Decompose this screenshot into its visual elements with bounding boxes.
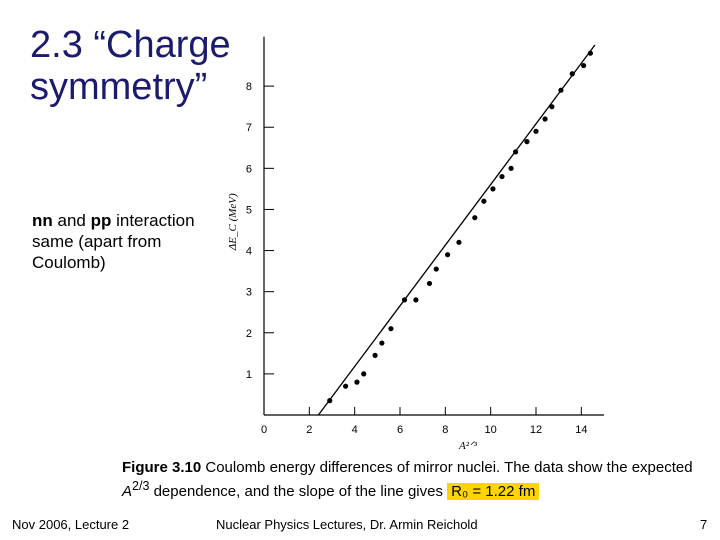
- figure-label: Figure 3.10: [122, 459, 202, 476]
- data-point-8: [413, 297, 419, 303]
- data-point-20: [533, 128, 539, 134]
- x-tick-label-4: 4: [352, 424, 358, 436]
- x-tick-label-10: 10: [485, 424, 497, 436]
- slide-title: 2.3 “Charge symmetry”: [30, 24, 231, 108]
- caption-text-2: dependence, and the slope of the line gi…: [149, 483, 448, 500]
- x-tick-label-14: 14: [575, 424, 587, 436]
- x-axis-label: A²ᐟ³: [458, 440, 478, 452]
- bullet-bold-nn: nn: [32, 211, 53, 230]
- data-point-2: [354, 379, 360, 385]
- caption-exponent: 2/3: [132, 479, 150, 493]
- y-axis-label: ΔE_C (MeV): [227, 193, 239, 251]
- data-point-11: [445, 252, 451, 258]
- caption-highlight: R₀ = 1.22 fm: [447, 483, 540, 500]
- data-point-12: [456, 239, 462, 245]
- data-point-5: [379, 340, 385, 346]
- data-point-15: [490, 186, 496, 192]
- y-tick-label-7: 7: [246, 122, 252, 134]
- data-point-1: [343, 383, 349, 389]
- y-tick-label-2: 2: [246, 328, 252, 340]
- bullet-and: and: [52, 211, 91, 230]
- data-point-6: [388, 326, 394, 332]
- x-tick-label-12: 12: [530, 424, 542, 436]
- fit-line-group: [317, 44, 596, 416]
- x-tick-label-8: 8: [442, 424, 448, 436]
- data-point-17: [508, 165, 514, 171]
- data-point-21: [542, 116, 548, 122]
- data-point-0: [327, 398, 333, 404]
- plot-axes: [263, 36, 604, 416]
- caption-a: A: [122, 483, 133, 500]
- bullet-text: nn and pp interaction same (apart from C…: [32, 210, 222, 273]
- bullet-bold-pp: pp: [90, 211, 112, 230]
- data-point-16: [499, 173, 505, 180]
- data-point-7: [401, 297, 408, 303]
- x-tick-label-2: 2: [306, 424, 312, 436]
- data-points: [327, 50, 593, 404]
- data-point-25: [581, 62, 587, 69]
- y-tick-label-5: 5: [246, 204, 252, 216]
- bullet-rest: interaction same (apart from Coulomb): [32, 211, 195, 272]
- caption-text-1: Coulomb energy differences of mirror nuc…: [201, 459, 693, 476]
- data-point-4: [372, 352, 378, 358]
- x-tick-label-6: 6: [397, 424, 403, 436]
- y-tick-label-4: 4: [246, 246, 252, 258]
- fit-line: [317, 44, 596, 416]
- y-tick-label-1: 1: [246, 369, 252, 381]
- y-tick-label-8: 8: [246, 81, 252, 93]
- data-point-18: [513, 149, 519, 155]
- data-point-23: [558, 87, 564, 93]
- slide-title-line1: 2.3 “Charge: [30, 24, 231, 66]
- y-tick-label-3: 3: [246, 287, 252, 299]
- data-point-10: [433, 266, 439, 272]
- slide-title-line2: symmetry”: [30, 66, 208, 108]
- x-tick-label-0: 0: [261, 424, 267, 436]
- footer-page-number: 7: [700, 517, 708, 532]
- data-point-22: [549, 104, 555, 110]
- footer-date: Nov 2006, Lecture 2: [12, 517, 130, 532]
- data-point-3: [361, 371, 367, 377]
- data-point-9: [426, 280, 433, 287]
- data-point-26: [587, 50, 593, 56]
- y-tick-label-6: 6: [246, 163, 252, 175]
- data-point-19: [524, 139, 530, 145]
- figure-caption: Figure 3.10 Coulomb energy differences o…: [122, 458, 720, 501]
- data-point-13: [472, 215, 478, 221]
- data-point-24: [569, 71, 575, 77]
- data-point-14: [481, 198, 487, 204]
- footer-course: Nuclear Physics Lectures, Dr. Armin Reic…: [216, 517, 478, 532]
